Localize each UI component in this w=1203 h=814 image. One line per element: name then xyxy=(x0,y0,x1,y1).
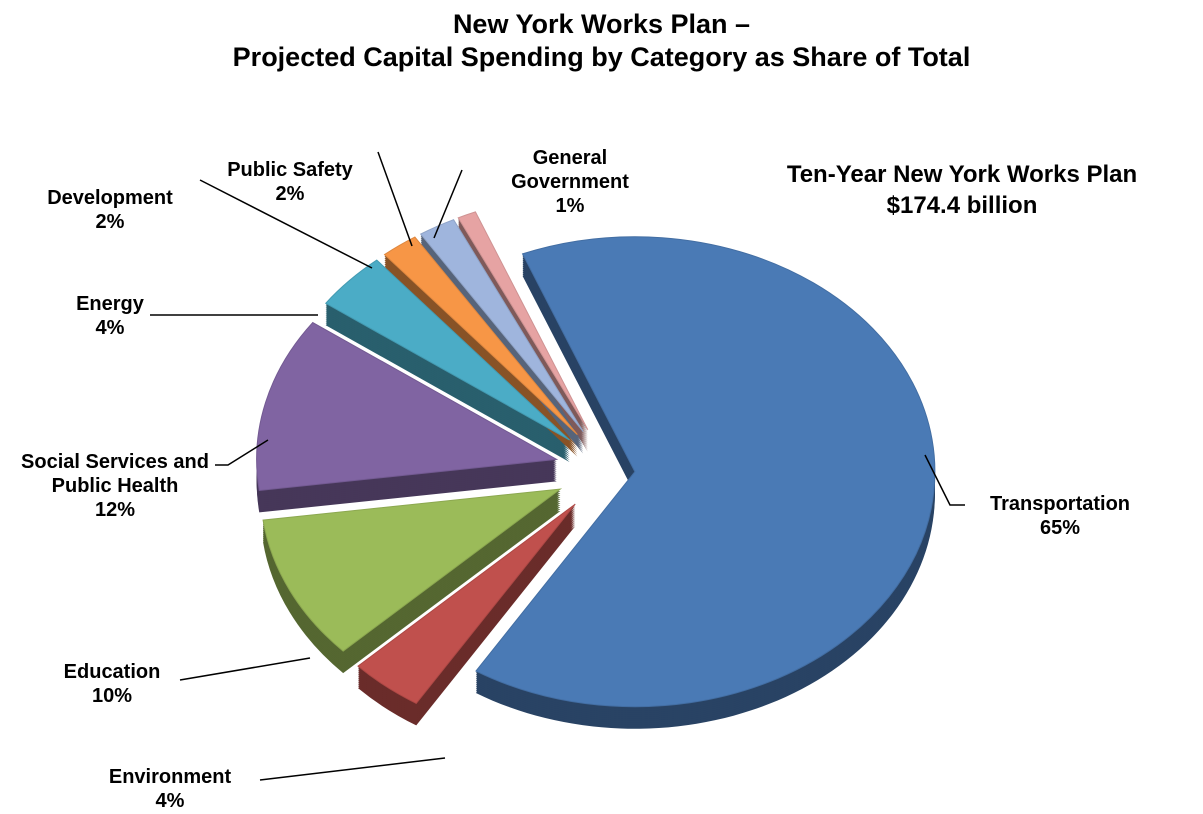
leader-line xyxy=(377,151,413,247)
leader-line xyxy=(179,657,311,681)
slice-label: Public Safety xyxy=(227,159,353,181)
value-label: 12% xyxy=(94,499,136,521)
slice xyxy=(383,236,578,435)
value-label: 2% xyxy=(275,183,305,205)
slice-label: Energy xyxy=(76,293,144,315)
slice xyxy=(475,236,936,708)
slice xyxy=(419,219,584,432)
slice xyxy=(262,488,563,652)
leader-line xyxy=(259,757,446,781)
value-label: 2% xyxy=(95,211,125,233)
slice xyxy=(256,321,559,491)
annotation: $174.4 billion xyxy=(886,192,1038,219)
value-label: 65% xyxy=(1039,517,1081,539)
slice-label: General Government xyxy=(511,147,629,193)
slice-label: Development xyxy=(47,187,173,209)
slice xyxy=(357,503,576,705)
chart-title: New York Works Plan – xyxy=(452,9,751,39)
leader-line xyxy=(199,179,373,269)
slice-label: Environment xyxy=(108,766,232,788)
slice-label: Social Services and Public Health xyxy=(21,451,209,497)
slice xyxy=(457,211,589,431)
slice xyxy=(324,259,570,441)
slice-label: Education xyxy=(63,661,161,683)
value-label: 4% xyxy=(155,790,185,812)
value-label: 1% xyxy=(555,195,585,217)
leader-line xyxy=(924,454,965,506)
value-label: 4% xyxy=(95,317,125,339)
slice-label: Transportation xyxy=(989,493,1131,515)
annotation: Ten-Year New York Works Plan xyxy=(786,161,1138,188)
value-label: 10% xyxy=(91,685,133,707)
chart-title: Projected Capital Spending by Category a… xyxy=(232,42,971,72)
leader-line xyxy=(215,439,269,466)
leader-line xyxy=(433,169,463,239)
